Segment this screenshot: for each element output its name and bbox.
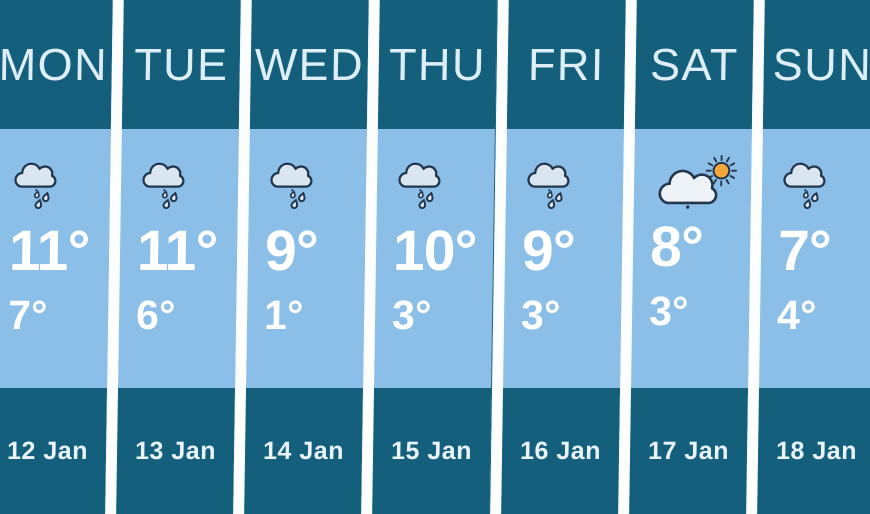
weather-icon-slot: [522, 159, 619, 219]
day-body-band: 8° 3°: [631, 129, 752, 388]
day-body-band: 11° 6°: [118, 129, 239, 388]
low-temperature: 3°: [392, 292, 433, 338]
date-label: 16 Jan: [519, 436, 601, 465]
high-temperature: 9°: [521, 219, 575, 283]
high-temperature: 8°: [649, 215, 703, 279]
date-label: 18 Jan: [775, 436, 858, 465]
day-body-band: 10° 3°: [374, 129, 495, 388]
light-rain-icon: [14, 162, 57, 209]
day-label: SAT: [649, 38, 739, 90]
day-column[interactable]: SUN 7° 4° 18 Jan: [746, 0, 870, 514]
low-temperature: 3°: [648, 288, 689, 334]
day-footer-band: 15 Jan: [372, 388, 492, 514]
day-footer-band: 12 Jan: [0, 388, 108, 514]
day-column[interactable]: WED 9° 1° 14 Jan: [233, 0, 370, 514]
high-temperature: 11°: [8, 219, 90, 283]
date-label: 17 Jan: [647, 436, 729, 465]
day-header-band: SUN: [762, 0, 870, 129]
low-temperature: 4°: [776, 292, 817, 338]
weather-icon-slot: [138, 159, 235, 219]
light-rain-icon: [527, 162, 570, 209]
weather-icon-slot: [650, 155, 747, 215]
day-footer-band: 16 Jan: [500, 388, 620, 514]
day-label: TUE: [133, 38, 230, 90]
day-footer-band: 14 Jan: [244, 388, 364, 514]
day-column[interactable]: THU 10° 3° 15 Jan: [361, 0, 498, 514]
high-temperature: 11°: [136, 219, 218, 283]
day-label: WED: [254, 38, 365, 90]
low-temperature: 7°: [7, 292, 48, 338]
day-footer-band: 18 Jan: [757, 388, 870, 514]
day-header-band: WED: [250, 0, 370, 129]
weather-icon-slot: [394, 159, 491, 219]
day-column[interactable]: SAT 8° 3° 17 Jan: [617, 0, 754, 514]
day-label: MON: [0, 38, 109, 90]
day-column[interactable]: FRI 9° 3° 16 Jan: [489, 0, 626, 514]
day-footer-band: 13 Jan: [116, 388, 236, 514]
date-label: 15 Jan: [391, 436, 473, 465]
low-temperature: 6°: [135, 292, 176, 338]
weather-icon-slot: [10, 159, 107, 219]
high-temperature: 9°: [264, 219, 319, 283]
day-body-band: 9° 1°: [246, 129, 367, 388]
day-header-band: SAT: [634, 0, 754, 129]
light-rain-icon: [142, 162, 185, 209]
day-header-band: THU: [378, 0, 498, 129]
high-temperature: 7°: [777, 219, 831, 283]
date-label: 14 Jan: [263, 436, 345, 465]
day-header-band: MON: [0, 0, 113, 129]
low-temperature: 3°: [520, 292, 561, 338]
sunny-intervals-icon: [658, 155, 737, 209]
light-rain-icon: [270, 162, 313, 209]
day-body-band: 9° 3°: [503, 129, 624, 388]
weather-icon-slot: [266, 159, 363, 219]
low-temperature: 1°: [264, 292, 304, 338]
weather-icon-slot: [778, 159, 870, 219]
day-header-band: TUE: [122, 0, 242, 129]
date-label: 13 Jan: [135, 436, 217, 465]
day-label: SUN: [772, 38, 870, 90]
day-body-band: 7° 4°: [759, 129, 870, 388]
day-label: FRI: [527, 38, 605, 90]
day-column[interactable]: MON 11° 7° 12 Jan: [0, 0, 113, 514]
date-label: 12 Jan: [6, 436, 89, 465]
light-rain-icon: [783, 162, 826, 209]
day-label: THU: [388, 38, 487, 90]
light-rain-icon: [398, 162, 441, 209]
high-temperature: 10°: [393, 219, 478, 283]
day-body-band: 11° 7°: [0, 129, 111, 388]
day-header-band: FRI: [506, 0, 626, 129]
day-footer-band: 17 Jan: [628, 388, 748, 514]
day-column[interactable]: TUE 11° 6° 13 Jan: [105, 0, 242, 514]
